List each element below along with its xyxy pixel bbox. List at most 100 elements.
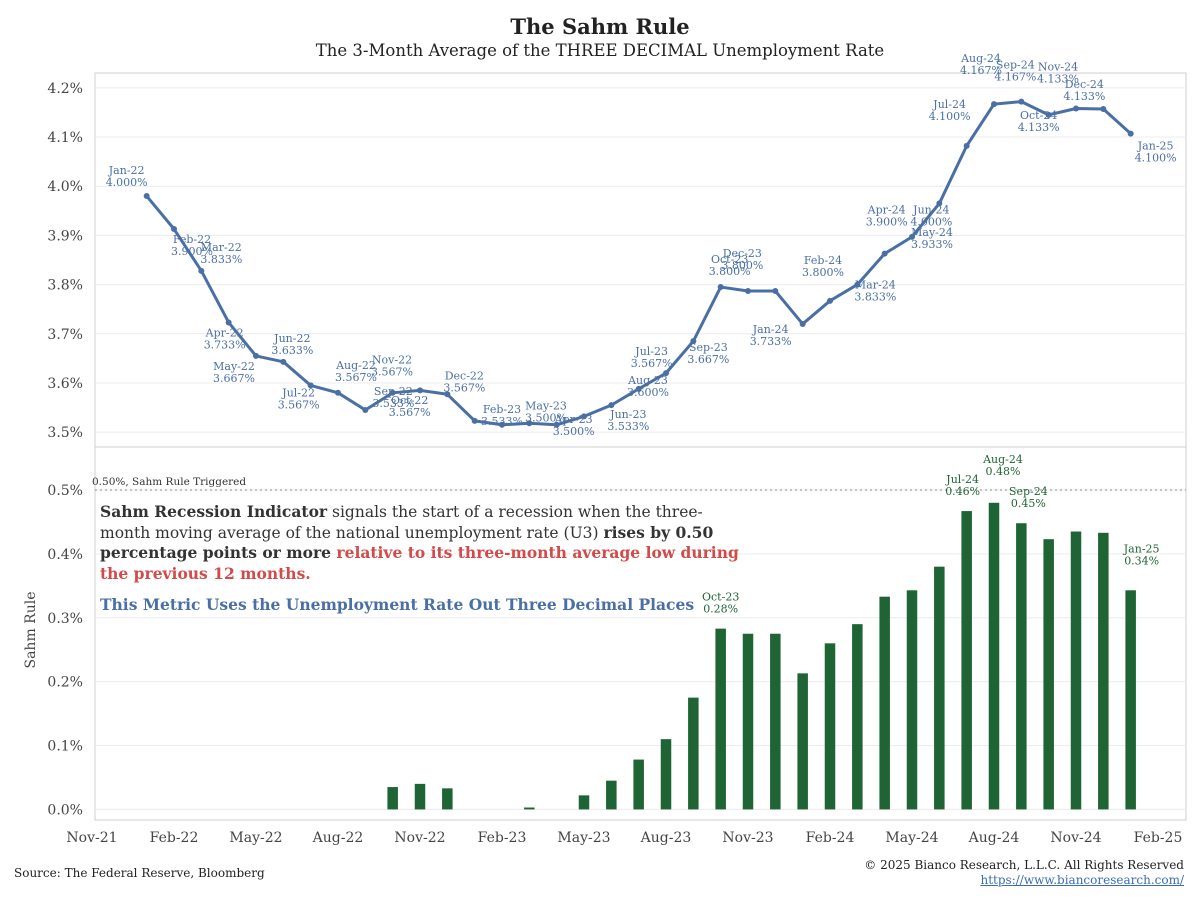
line-point-label-date: Jun-24 — [912, 203, 949, 216]
x-tick-label: May-22 — [229, 830, 282, 846]
line-point-label-date: Oct-24 — [1020, 109, 1057, 122]
line-point-label-value: 3.900% — [171, 245, 213, 258]
source-note: Source: The Federal Reserve, Bloomberg — [14, 866, 265, 880]
line-point-label-date: Feb-23 — [483, 403, 521, 416]
bar-ytick-label: 0.1% — [47, 739, 83, 755]
line-point-label-date: Mar-22 — [201, 241, 242, 254]
website-link[interactable]: https://www.biancoresearch.com/ — [980, 873, 1184, 887]
line-point-label-value: 3.933% — [911, 238, 953, 251]
bar-label-date: Sep-24 — [1009, 485, 1048, 498]
bar-label-value: 0.46% — [945, 485, 980, 498]
sahm-bar — [660, 739, 672, 810]
sahm-definition-note: Sahm Recession Indicator signals the sta… — [100, 502, 750, 584]
line-point-label-date: Jan-22 — [108, 164, 145, 177]
line-ytick-label: 3.9% — [47, 228, 83, 244]
line-data-point — [1045, 111, 1052, 118]
line-data-point — [690, 338, 697, 345]
line-data-point — [362, 407, 369, 414]
line-data-point — [417, 387, 423, 394]
bar-label-value: 0.45% — [1011, 497, 1046, 510]
sahm-bar — [961, 511, 972, 810]
line-ytick-label: 3.5% — [47, 425, 83, 441]
x-tick-label: May-24 — [885, 830, 938, 846]
line-point-label-date: Apr-22 — [205, 326, 244, 339]
line-data-point — [881, 250, 888, 257]
line-point-label-date: Nov-24 — [1038, 60, 1078, 73]
bar-label-date: Aug-24 — [982, 453, 1023, 466]
line-point-label-value: 4.167% — [960, 64, 1002, 77]
sahm-bar — [906, 590, 918, 810]
note-red-text: relative to its three-month average low … — [100, 543, 739, 583]
bar-label-value: 0.34% — [1124, 554, 1159, 567]
line-ytick-label: 4.0% — [47, 179, 83, 195]
sahm-bar — [524, 807, 535, 810]
line-point-label-value: 4.100% — [929, 110, 971, 123]
x-tick-label: Feb-24 — [806, 830, 855, 846]
sahm-bar — [742, 633, 754, 810]
line-point-label-value: 3.500% — [525, 411, 567, 424]
line-point-label-value: 3.800% — [709, 265, 751, 278]
sahm-bar — [852, 624, 863, 810]
line-data-point — [1127, 130, 1134, 137]
line-point-label-value: 3.567% — [335, 371, 377, 384]
line-point-label-date: Jun-22 — [273, 332, 310, 345]
line-point-label-date: Sep-24 — [996, 59, 1035, 72]
bar-ytick-label: 0.5% — [47, 483, 83, 499]
sahm-bar — [934, 566, 945, 810]
bar-ytick-label: 0.0% — [47, 802, 83, 818]
line-data-point — [635, 385, 642, 392]
line-point-label-date: Dec-22 — [445, 369, 484, 382]
line-point-label-date: Aug-23 — [627, 374, 668, 387]
line-ytick-label: 4.1% — [47, 130, 83, 146]
line-data-point — [335, 389, 341, 396]
line-point-label-value: 3.800% — [721, 259, 763, 272]
threshold-label: 0.50%, Sahm Rule Triggered — [92, 476, 246, 488]
sahm-bar — [688, 697, 699, 810]
line-point-label-value: 3.833% — [200, 253, 242, 266]
sahm-bar — [715, 628, 726, 810]
note-bold-term: Sahm Recession Indicator — [100, 502, 328, 521]
bar-ytick-label: 0.4% — [47, 547, 83, 563]
sahm-bar — [606, 780, 617, 810]
line-point-label-value: 4.000% — [106, 176, 148, 189]
line-point-label-date: Apr-24 — [867, 204, 906, 217]
line-point-label-date: Aug-22 — [335, 359, 376, 372]
copyright-note: © 2025 Bianco Research, L.L.C. All Right… — [864, 858, 1184, 872]
line-ytick-label: 3.6% — [47, 376, 83, 392]
line-point-label-date: Jul-22 — [281, 386, 315, 399]
x-tick-label: May-23 — [557, 830, 610, 846]
line-data-point — [553, 421, 560, 428]
line-data-point — [909, 233, 915, 240]
line-point-label-value: 3.833% — [854, 291, 896, 304]
line-point-label-date: Feb-24 — [804, 254, 842, 267]
line-point-label-value: 4.133% — [1063, 90, 1105, 103]
line-point-label-date: Sep-23 — [689, 341, 728, 354]
line-point-label-value: 3.533% — [607, 420, 649, 433]
line-data-point — [963, 142, 970, 149]
line-data-point — [936, 200, 943, 207]
x-tick-label: Nov-23 — [722, 830, 773, 846]
sahm-bar — [387, 787, 398, 810]
line-data-point — [171, 226, 177, 233]
line-point-label-date: May-22 — [213, 360, 255, 373]
line-point-label-date: Aug-24 — [960, 52, 1001, 65]
line-data-point — [1073, 105, 1079, 112]
line-point-label-value: 3.733% — [750, 335, 792, 348]
line-point-label-value: 3.533% — [372, 397, 414, 410]
line-point-label-date: Oct-23 — [711, 253, 748, 266]
line-point-label-value: 3.567% — [631, 357, 673, 370]
line-point-label-value: 3.733% — [204, 338, 246, 351]
line-point-label-value: 3.567% — [371, 365, 413, 378]
line-point-label-date: Jun-23 — [609, 408, 646, 421]
line-point-label-value: 3.567% — [443, 381, 485, 394]
sahm-bar — [797, 673, 808, 810]
x-tick-label: Nov-21 — [66, 830, 117, 846]
line-point-label-value: 3.633% — [271, 344, 313, 357]
line-data-point — [799, 320, 806, 327]
line-point-label-value: 3.900% — [866, 216, 908, 229]
line-ytick-label: 4.2% — [47, 81, 83, 97]
line-data-point — [827, 297, 833, 304]
line-data-point — [253, 352, 259, 359]
chart-title: The Sahm Rule — [510, 14, 690, 39]
line-point-label-value: 3.800% — [802, 266, 844, 279]
